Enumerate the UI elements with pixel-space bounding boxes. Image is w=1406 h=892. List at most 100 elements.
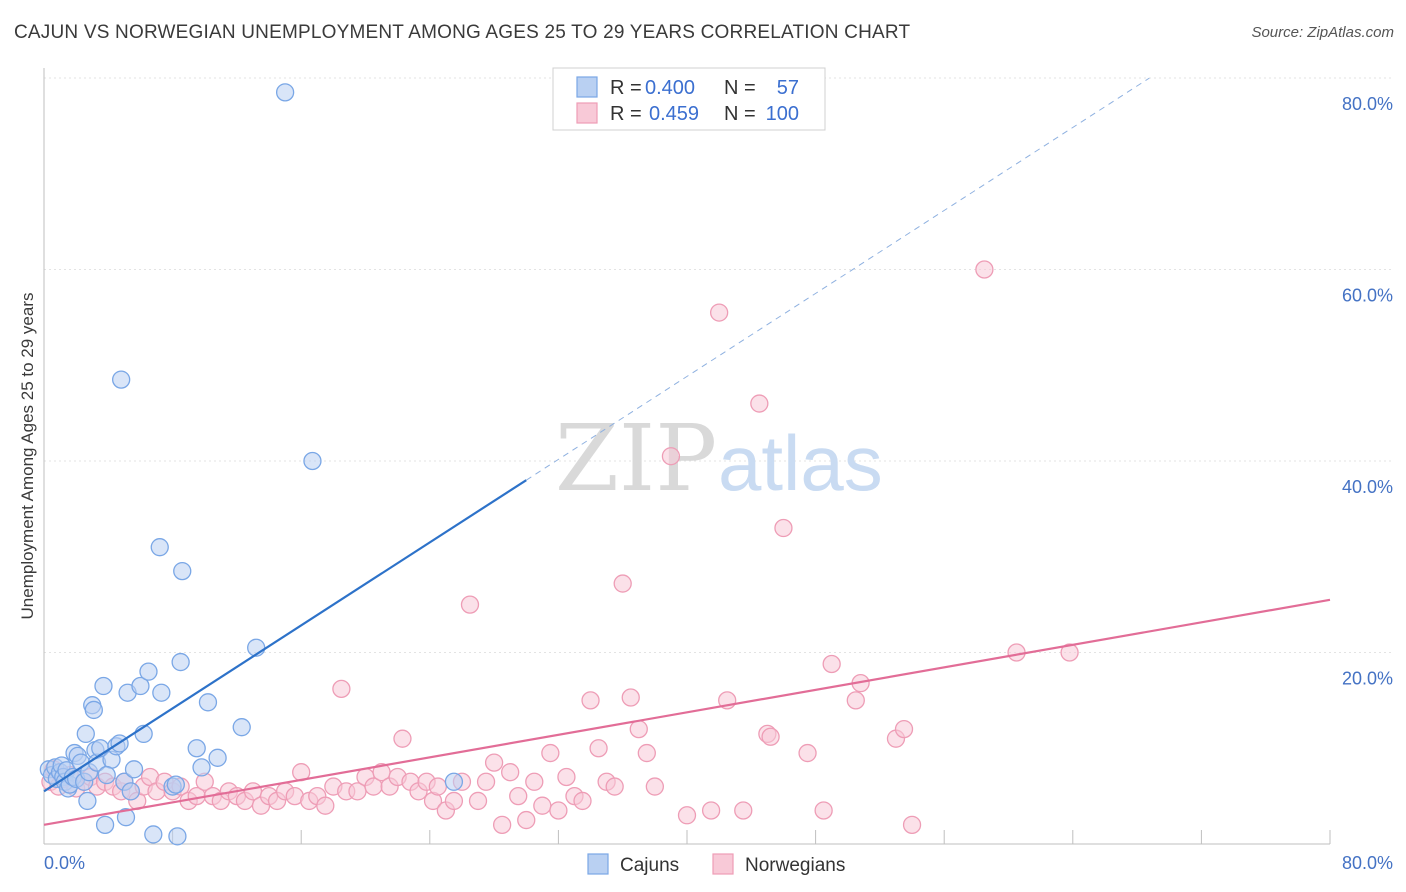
norwegians-point-93 (846, 691, 865, 710)
norwegians-point-77 (621, 688, 640, 707)
norwegians-point-68 (549, 801, 568, 820)
norwegians-point-90 (798, 743, 817, 763)
bottom-legend-norwegians: Norwegians (745, 855, 845, 876)
cajuns-trend-extension (525, 77, 1150, 481)
norwegians-point-48 (393, 729, 412, 748)
cajuns-point-26 (95, 815, 115, 834)
norwegians-point-64 (517, 810, 536, 830)
cajuns-point-17 (76, 724, 95, 744)
cajuns-point-50 (232, 718, 251, 737)
x-tick-label-80: 80.0% (1342, 853, 1393, 873)
norwegians-point-38 (316, 796, 335, 815)
y-tick-label-20: 20.0% (1342, 669, 1393, 689)
norwegians-point-69 (557, 767, 576, 787)
x-tick-marks (172, 830, 1331, 844)
series-legend: Cajuns Norwegians (587, 853, 845, 876)
norwegians-point-58 (468, 791, 488, 811)
watermark-zip: ZIP (555, 405, 717, 512)
cajuns-point-53 (303, 451, 322, 471)
norwegians-point-40 (332, 679, 351, 699)
norwegians-point-81 (661, 447, 681, 466)
cajuns-point-40 (150, 538, 169, 557)
watermark-atlas: atlas (718, 419, 883, 507)
cajuns-point-44 (171, 652, 190, 672)
norwegians-point-76 (613, 574, 632, 593)
legend-box (552, 67, 826, 131)
norwegians-point-67 (541, 743, 560, 763)
legend-r-value-1: 0.400 (645, 77, 695, 99)
norwegians-trend-line (43, 598, 1331, 826)
y-axis-label: Unemployment Among Ages 25 to 29 years (18, 293, 37, 620)
cajuns-point-52 (275, 83, 295, 102)
norwegians-point-71 (573, 791, 592, 811)
norwegians-point-100 (1060, 643, 1079, 662)
cajuns-point-36 (131, 676, 150, 696)
norwegians-point-99 (1007, 643, 1026, 662)
norwegians-point-66 (533, 796, 552, 815)
legend-n-label-2: N = (724, 103, 756, 125)
norwegians-point-84 (710, 303, 729, 322)
norwegians-point-63 (509, 786, 528, 806)
norwegians-point-89 (774, 518, 793, 538)
cajuns-point-18 (78, 791, 97, 811)
legend-n-label-1: N = (724, 77, 756, 99)
cajuns-point-34 (121, 782, 140, 801)
norwegians-point-82 (677, 806, 697, 825)
norwegians-point-78 (629, 719, 648, 739)
norwegians-point-59 (476, 772, 496, 791)
cajuns-point-32 (116, 808, 136, 827)
cajuns-point-39 (144, 825, 163, 844)
stats-legend: R = 0.400 N = 57 R = 0.459 N = 100 (552, 67, 826, 131)
cajuns-point-46 (187, 739, 206, 758)
norwegians-point-57 (460, 595, 480, 614)
bottom-legend-swatch-norwegians (712, 853, 734, 875)
cajuns-point-30 (112, 370, 131, 389)
cajuns-point-45 (173, 561, 192, 581)
legend-swatch-norwegians (576, 102, 598, 124)
norwegians-point-79 (637, 743, 656, 763)
norwegians-point-55 (444, 791, 464, 811)
norwegians-point-87 (750, 394, 769, 413)
norwegians-point-73 (589, 739, 608, 758)
legend-n-value-2: 100 (766, 103, 799, 125)
legend-n-value-1: 57 (777, 77, 799, 99)
norwegians-point-72 (581, 691, 600, 710)
norwegians-point-92 (822, 654, 841, 674)
gridlines (44, 77, 1393, 653)
y-tick-labels: 20.0% 40.0% 60.0% 80.0% (1342, 94, 1393, 689)
cajuns-point-43 (168, 827, 187, 846)
cajuns-point-41 (152, 683, 171, 702)
bottom-legend-cajuns: Cajuns (620, 855, 679, 876)
watermark: ZIP atlas (555, 405, 883, 512)
norwegians-point-101 (761, 727, 780, 746)
cajuns-point-56 (97, 765, 116, 785)
legend-r-value-2: 0.459 (649, 103, 699, 125)
legend-r-label-2: R = (610, 103, 642, 125)
norwegians-point-98 (975, 260, 994, 279)
y-tick-label-80: 80.0% (1342, 94, 1393, 114)
y-tick-label-60: 60.0% (1342, 286, 1393, 306)
norwegians-point-86 (734, 801, 753, 820)
legend-swatch-cajuns (576, 76, 598, 98)
norwegians-point-75 (605, 777, 624, 796)
cajuns-point-48 (198, 693, 218, 712)
norwegians-point-91 (814, 801, 833, 820)
norwegians-point-83 (701, 801, 721, 820)
chart-title: CAJUN VS NORWEGIAN UNEMPLOYMENT AMONG AG… (14, 22, 911, 43)
cajuns-trend-line (43, 479, 527, 793)
norwegians-point-80 (645, 777, 664, 796)
y-tick-label-40: 40.0% (1342, 477, 1393, 497)
chart-source: Source: ZipAtlas.com (1251, 24, 1394, 41)
norwegians-point-65 (525, 772, 544, 791)
legend-r-label-1: R = (610, 77, 642, 99)
series-cajuns-points (39, 83, 464, 846)
cajuns-point-49 (208, 748, 227, 767)
x-tick-label-0: 0.0% (44, 853, 85, 873)
cajuns-point-25 (94, 676, 113, 696)
cajuns-point-38 (139, 662, 158, 681)
norwegians-point-61 (492, 815, 512, 834)
norwegians-point-60 (484, 753, 504, 772)
bottom-legend-swatch-cajuns (587, 853, 609, 875)
norwegians-point-97 (902, 815, 922, 834)
